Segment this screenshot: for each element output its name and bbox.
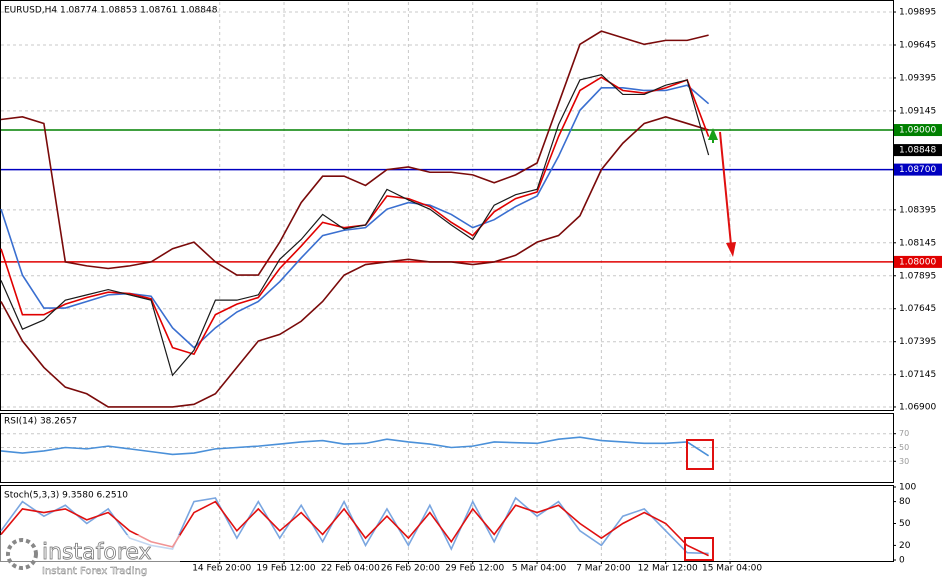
series-line [0,76,710,356]
y-tick-label: 1.06900 [899,402,936,412]
last-price-marker [894,144,942,157]
series-line [0,116,709,408]
y-tick-label: 1.09895 [899,8,936,18]
y-tick-label: 1.07645 [899,304,936,314]
level-marker [894,124,942,137]
y-tick-label: 20 [899,541,911,551]
level-label: 1.08000 [899,257,936,267]
series-line [0,73,710,377]
level-label: 1.08700 [899,165,936,175]
red-arrow-shaft [719,131,732,246]
panel-title: RSI(14) 38.2657 [4,417,77,427]
y-tick-label: 1.08395 [899,205,936,215]
x-tick-label: 15 Mar 04:00 [702,564,762,574]
panel-title: EURUSD,H4 1.08774 1.08853 1.08761 1.0884… [4,6,218,16]
y-tick-label: 1.09145 [899,106,936,116]
level-marker [894,163,942,176]
green-arrow-head [708,128,718,140]
y-tick-label: 70 [899,429,909,438]
y-tick-label: 1.07395 [899,337,936,347]
series-line [0,30,709,276]
plot-layer: 1.06900 1.07145 1.07395 1.07645 1.07895 1.081… [0,2,942,574]
y-tick-label: 50 [899,519,911,529]
level-marker [894,255,942,268]
y-tick-label: 50 [899,443,909,452]
x-tick-label: 5 Mar 04:00 [512,564,567,574]
panel-title: Stoch(5,3,3) 9.3580 6.2510 [4,491,128,501]
branding-logo [6,538,38,570]
x-tick-label: 12 Mar 12:00 [638,564,698,574]
level-label: 1.09000 [899,126,936,136]
brand-tagline: Instant Forex Trading [42,566,147,577]
y-tick-label: 1.07145 [899,370,936,380]
series-line [0,436,710,457]
stoch-highlight-box [684,537,714,561]
x-tick-label: 22 Feb 04:00 [321,564,380,574]
branding: instaforex Instant Forex Trading [0,535,180,580]
series-line [0,500,709,557]
x-tick-label: 19 Feb 12:00 [257,564,316,574]
y-tick-label: 1.08145 [899,238,936,248]
x-tick-label: 7 Mar 20:00 [576,564,631,574]
x-tick-label: 26 Feb 20:00 [381,564,440,574]
last-price-label: 1.08848 [899,146,936,156]
price-panel [0,0,894,411]
y-tick-label: 1.07895 [899,271,936,281]
red-arrow-head [726,242,736,257]
y-tick-label: 1.09645 [899,40,936,50]
y-tick-label: 80 [899,497,911,507]
y-tick-label: 30 [899,457,909,466]
x-tick-label: 29 Feb 12:00 [445,564,504,574]
brand-name: instaforex [42,540,152,565]
series-line [0,84,710,349]
y-tick-label: 0 [899,556,905,566]
x-tick-label: 14 Feb 20:00 [192,564,251,574]
y-tick-label: 100 [899,483,916,493]
annotations [684,128,736,561]
rsi-highlight-box [686,439,714,470]
y-tick-label: 1.09395 [899,73,936,83]
branding-backdrop [0,535,180,580]
